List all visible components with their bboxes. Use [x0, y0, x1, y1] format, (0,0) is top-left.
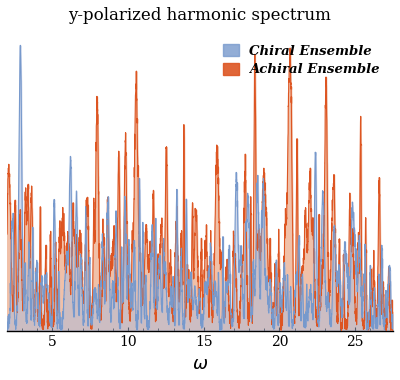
Legend: Chiral Ensemble, Achiral Ensemble: Chiral Ensemble, Achiral Ensemble	[216, 38, 386, 83]
X-axis label: $\omega$: $\omega$	[192, 355, 208, 373]
Title: y-polarized harmonic spectrum: y-polarized harmonic spectrum	[68, 7, 332, 24]
